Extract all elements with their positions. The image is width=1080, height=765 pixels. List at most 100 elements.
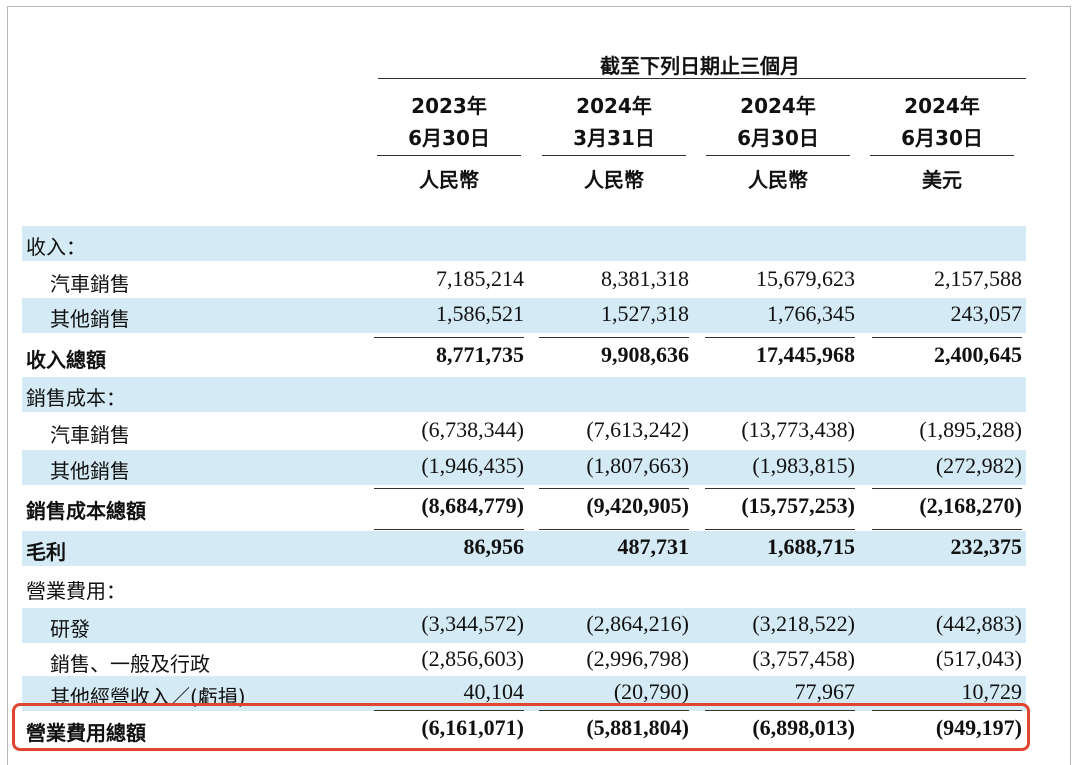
row-label: 銷售成本總額	[26, 499, 146, 523]
cell-value: (2,168,270)	[919, 493, 1022, 518]
cell-value: 487,731	[617, 534, 690, 559]
cell-value: (15,757,253)	[741, 493, 855, 518]
cell-value: (6,161,071)	[421, 715, 524, 740]
period-header: 截至下列日期止三個月	[600, 54, 800, 78]
cell-value: 8,771,735	[436, 342, 524, 367]
cell-value: 1,688,715	[767, 534, 855, 559]
cell-value: (3,218,522)	[752, 611, 855, 636]
row-shade	[22, 608, 1026, 643]
row-label: 其他銷售	[50, 459, 130, 483]
cell-value: 8,381,318	[601, 266, 689, 291]
cell-value: (13,773,438)	[741, 417, 855, 442]
row-label: 汽車銷售	[50, 272, 130, 296]
cell-value: (442,883)	[935, 611, 1022, 636]
cell-value: (5,881,804)	[586, 715, 689, 740]
column-currency: 人民幣	[584, 168, 644, 192]
total-rule	[705, 488, 855, 489]
total-rule	[539, 337, 689, 338]
row-label: 收入：	[26, 235, 86, 259]
cell-value: (2,864,216)	[586, 611, 689, 636]
row-label: 收入總額	[26, 348, 106, 372]
cell-value: (1,895,288)	[919, 417, 1022, 442]
row-label: 其他銷售	[50, 307, 130, 331]
column-rule	[542, 155, 686, 156]
row-shade	[22, 226, 1026, 261]
cell-value: 10,729	[961, 679, 1023, 704]
total-rule	[872, 337, 1022, 338]
total-rule	[539, 529, 689, 530]
cell-value: (9,420,905)	[586, 493, 689, 518]
total-rule	[374, 710, 524, 711]
header-rule	[378, 78, 1026, 79]
total-rule	[872, 488, 1022, 489]
cell-value: (8,684,779)	[421, 493, 524, 518]
cell-value: 232,375	[950, 534, 1023, 559]
row-label: 營業費用總額	[26, 721, 146, 745]
cell-value: (1,807,663)	[586, 453, 689, 478]
column-date: 6月30日	[901, 126, 983, 150]
column-year: 2024年	[904, 94, 980, 118]
total-rule	[872, 529, 1022, 530]
total-rule	[374, 529, 524, 530]
total-rule	[705, 337, 855, 338]
total-rule	[539, 488, 689, 489]
cell-value: (2,856,603)	[421, 646, 524, 671]
cell-value: 17,445,968	[756, 342, 855, 367]
column-year: 2024年	[740, 94, 816, 118]
cell-value: (3,344,572)	[421, 611, 524, 636]
row-shade	[22, 450, 1026, 485]
column-rule	[706, 155, 850, 156]
column-year: 2023年	[411, 94, 487, 118]
cell-value: (272,982)	[935, 453, 1022, 478]
row-label: 汽車銷售	[50, 423, 130, 447]
cell-value: (949,197)	[935, 715, 1022, 740]
column-currency: 人民幣	[748, 168, 808, 192]
row-label: 毛利	[26, 540, 66, 564]
total-rule	[374, 337, 524, 338]
cell-value: (517,043)	[935, 646, 1022, 671]
cell-value: 86,956	[463, 534, 525, 559]
total-rule	[705, 529, 855, 530]
row-label: 銷售成本：	[26, 386, 126, 410]
cell-value: (1,946,435)	[421, 453, 524, 478]
total-rule	[872, 710, 1022, 711]
row-label: 營業費用：	[26, 579, 126, 603]
cell-value: 2,157,588	[934, 266, 1022, 291]
cell-value: 1,586,521	[436, 301, 524, 326]
cell-value: (3,757,458)	[752, 646, 855, 671]
column-date: 6月30日	[408, 126, 490, 150]
row-shade	[22, 377, 1026, 412]
cell-value: (20,790)	[613, 679, 689, 704]
total-rule	[539, 710, 689, 711]
column-date: 3月31日	[573, 126, 655, 150]
cell-value: 77,967	[794, 679, 856, 704]
cell-value: (1,983,815)	[752, 453, 855, 478]
column-currency: 美元	[922, 168, 962, 192]
total-rule	[374, 488, 524, 489]
column-rule	[870, 155, 1014, 156]
row-label: 銷售、一般及行政	[50, 652, 210, 676]
total-rule	[705, 710, 855, 711]
cell-value: (7,613,242)	[586, 417, 689, 442]
row-label: 研發	[50, 617, 90, 641]
cell-value: 1,527,318	[601, 301, 689, 326]
highlight-box	[12, 703, 1030, 751]
row-shade	[22, 531, 1026, 566]
cell-value: 7,185,214	[436, 266, 524, 291]
column-date: 6月30日	[737, 126, 819, 150]
row-shade	[22, 298, 1026, 333]
cell-value: 2,400,645	[934, 342, 1022, 367]
cell-value: 15,679,623	[756, 266, 855, 291]
column-year: 2024年	[576, 94, 652, 118]
cell-value: (2,996,798)	[586, 646, 689, 671]
cell-value: 1,766,345	[767, 301, 855, 326]
cell-value: (6,738,344)	[421, 417, 524, 442]
cell-value: 9,908,636	[601, 342, 689, 367]
column-rule	[377, 155, 521, 156]
frame	[7, 6, 1071, 765]
cell-value: 243,057	[950, 301, 1023, 326]
cell-value: (6,898,013)	[752, 715, 855, 740]
cell-value: 40,104	[463, 679, 525, 704]
column-currency: 人民幣	[419, 168, 479, 192]
